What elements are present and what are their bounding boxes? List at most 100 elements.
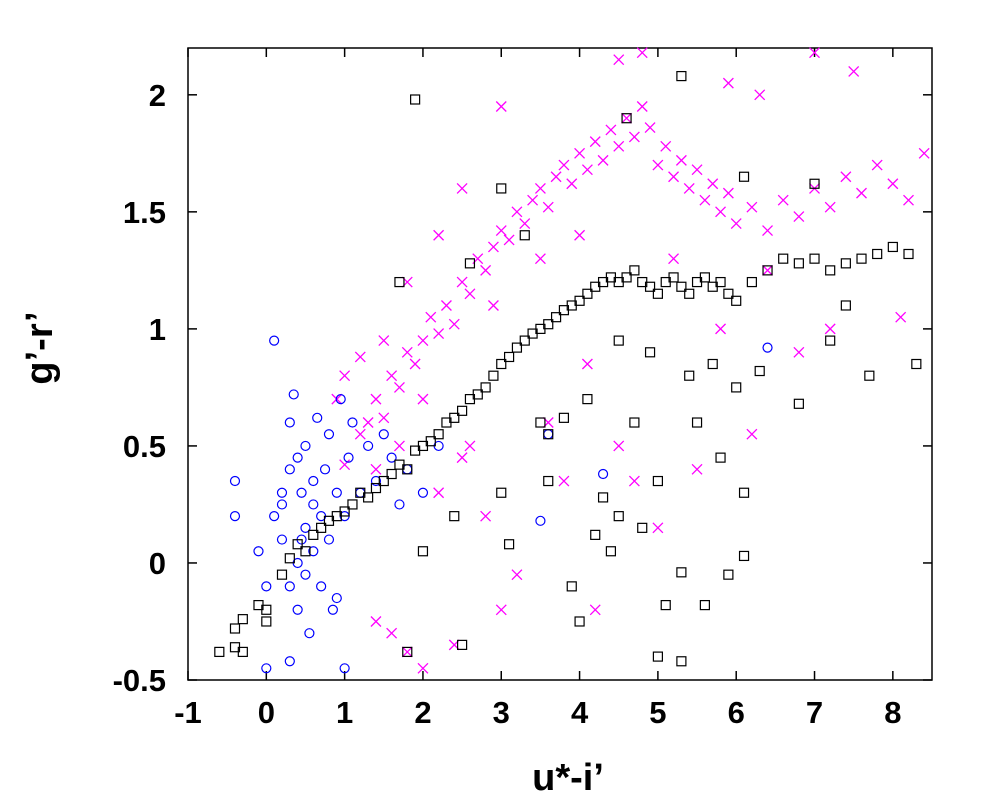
cross-point xyxy=(511,206,523,218)
square-point xyxy=(629,265,640,276)
cross-point xyxy=(574,147,586,159)
square-point xyxy=(386,468,397,480)
cross-point xyxy=(683,182,695,194)
cross-point xyxy=(652,159,664,171)
cross-point xyxy=(519,218,531,230)
cross-point xyxy=(621,112,633,124)
square-point xyxy=(543,475,554,487)
circle-point xyxy=(276,534,288,545)
square-point xyxy=(410,94,421,105)
square-point xyxy=(746,276,757,288)
cross-point xyxy=(597,154,609,166)
cross-point xyxy=(378,412,390,424)
square-point xyxy=(723,569,734,580)
cross-point xyxy=(362,417,374,428)
cross-point xyxy=(534,182,546,194)
cross-point xyxy=(762,225,773,237)
square-point xyxy=(793,258,804,269)
circle-point xyxy=(300,440,311,452)
circle-point xyxy=(229,511,241,522)
circle-point xyxy=(417,487,429,498)
square-point xyxy=(339,506,350,517)
circle-point xyxy=(323,534,335,545)
square-point xyxy=(629,417,640,428)
cross-point xyxy=(339,370,351,382)
circle-point xyxy=(370,475,382,487)
square-point xyxy=(911,358,922,370)
square-point xyxy=(308,529,319,540)
circle-point xyxy=(327,604,338,615)
cross-point xyxy=(824,201,836,213)
cross-point xyxy=(918,147,930,159)
circle-point xyxy=(347,417,358,428)
cross-point xyxy=(503,234,515,246)
cross-point xyxy=(386,370,398,382)
square-point xyxy=(731,295,742,306)
square-point xyxy=(402,646,413,658)
y-tick-label: 1 xyxy=(149,312,166,347)
cross-point xyxy=(762,264,773,276)
square-point xyxy=(574,295,585,306)
circle-point xyxy=(308,499,319,510)
x-tick-label: 3 xyxy=(493,695,510,730)
circle-point xyxy=(284,417,295,428)
cross-point xyxy=(495,225,507,237)
square-point xyxy=(503,351,515,363)
square-point xyxy=(394,276,405,288)
square-point xyxy=(684,370,695,381)
circle-point xyxy=(269,511,280,522)
cross-point xyxy=(417,393,429,405)
square-point xyxy=(433,429,444,440)
plot-area xyxy=(187,47,933,681)
square-point xyxy=(864,370,875,381)
cross-point xyxy=(636,47,648,59)
cross-point xyxy=(401,346,413,358)
cross-point xyxy=(495,604,507,616)
cross-point xyxy=(487,300,499,311)
cross-point xyxy=(668,253,680,265)
cross-point xyxy=(715,323,727,335)
circle-point xyxy=(312,412,323,423)
square-point xyxy=(582,394,593,405)
circle-point xyxy=(394,499,405,510)
square-point xyxy=(738,487,750,498)
cross-point xyxy=(722,77,734,89)
square-point xyxy=(261,616,272,627)
cross-point xyxy=(636,101,648,112)
circle-point xyxy=(296,487,307,498)
cross-point xyxy=(840,171,852,183)
square-point xyxy=(496,358,507,370)
cross-point xyxy=(456,276,468,288)
cross-point xyxy=(464,440,476,452)
cross-point xyxy=(440,300,452,311)
cross-point xyxy=(534,253,546,265)
square-point xyxy=(496,183,507,194)
square-point xyxy=(652,288,663,299)
square-point xyxy=(691,417,703,428)
square-point xyxy=(637,522,648,533)
cross-point xyxy=(895,311,907,323)
circle-point xyxy=(386,452,397,463)
square-point xyxy=(417,546,429,557)
square-point xyxy=(496,487,507,498)
cross-point xyxy=(511,569,523,581)
circle-point xyxy=(253,546,264,557)
cross-point xyxy=(527,194,539,206)
y-axis: -0.5 0 0.5 1 1.5 2 xyxy=(113,78,932,698)
data-points xyxy=(214,47,930,674)
square-point xyxy=(503,539,515,550)
cross-point xyxy=(613,140,625,152)
square-point xyxy=(214,646,225,658)
square-point xyxy=(840,300,851,311)
y-tick-label: -0.5 xyxy=(113,663,166,698)
square-point xyxy=(825,335,836,346)
cross-point xyxy=(425,311,437,323)
cross-point xyxy=(386,627,398,639)
circle-point xyxy=(269,335,280,346)
circle-point xyxy=(229,475,241,487)
circle-point xyxy=(335,394,346,405)
x-tick-label: 1 xyxy=(336,695,353,730)
square-point xyxy=(762,265,773,276)
square-point xyxy=(519,230,530,241)
